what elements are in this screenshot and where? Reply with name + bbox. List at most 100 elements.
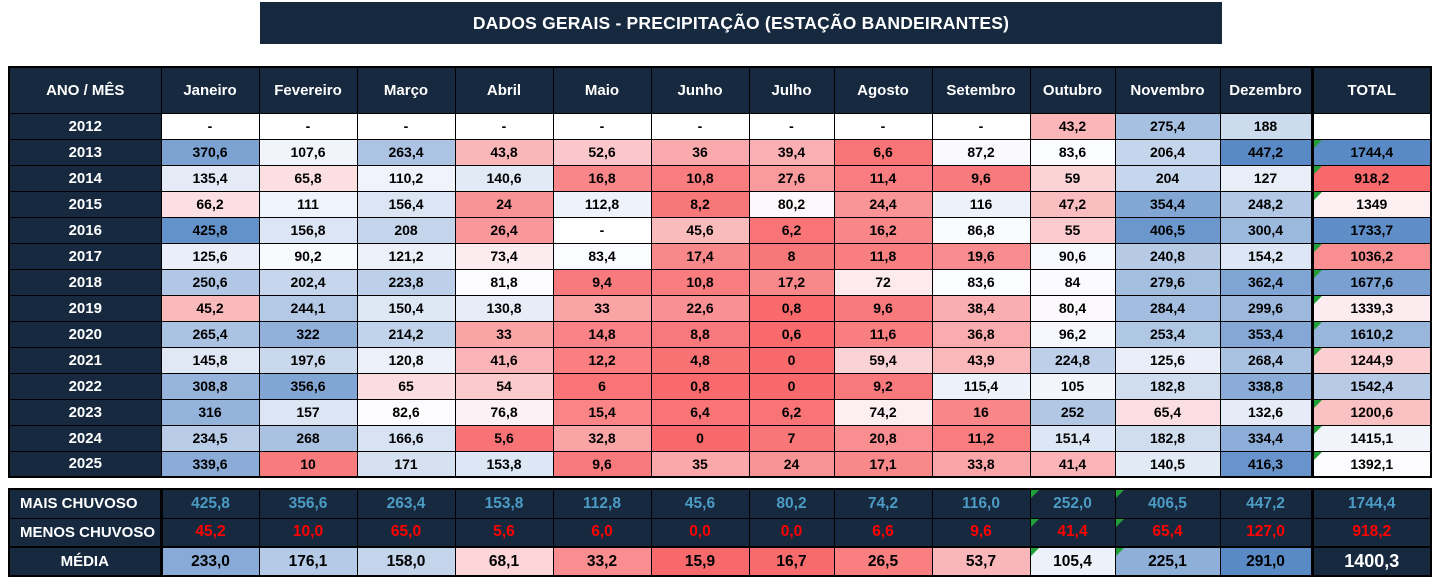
cell-2015-janeiro[interactable]: 66,2	[160, 190, 260, 218]
cell-2021-maio[interactable]: 12,2	[552, 346, 652, 374]
summary-label-menos-chuvoso[interactable]: MENOS CHUVOSO	[8, 517, 162, 548]
summary-media-janeiro[interactable]: 233,0	[159, 546, 260, 577]
cell-2018-fevereiro[interactable]: 202,4	[258, 268, 358, 296]
cell-2025-outubro[interactable]: 41,4	[1029, 450, 1116, 478]
cell-2022-junho[interactable]: 0,8	[650, 372, 750, 400]
cell-2013-fevereiro[interactable]: 107,6	[258, 138, 358, 166]
summary-mais-chuvoso-novembro[interactable]: 406,5	[1114, 488, 1221, 519]
cell-2019-agosto[interactable]: 9,6	[833, 294, 933, 322]
col-header-janeiro[interactable]: Janeiro	[160, 66, 260, 114]
cell-2017-dezembro[interactable]: 154,2	[1219, 242, 1313, 270]
cell-2017-maio[interactable]: 83,4	[552, 242, 652, 270]
summary-label-media[interactable]: MÉDIA	[8, 546, 162, 577]
cell-2025-marco[interactable]: 171	[356, 450, 456, 478]
cell-2017-outubro[interactable]: 90,6	[1029, 242, 1116, 270]
cell-2025-julho[interactable]: 24	[748, 450, 835, 478]
summary-media-fevereiro[interactable]: 176,1	[258, 546, 358, 577]
cell-2019-total[interactable]: 1339,3	[1310, 294, 1432, 322]
summary-media-marco[interactable]: 158,0	[356, 546, 456, 577]
row-label-2012[interactable]: 2012	[8, 112, 162, 140]
cell-2014-janeiro[interactable]: 135,4	[160, 164, 260, 192]
row-label-2018[interactable]: 2018	[8, 268, 162, 296]
cell-2021-total[interactable]: 1244,9	[1310, 346, 1432, 374]
cell-2021-janeiro[interactable]: 145,8	[160, 346, 260, 374]
cell-2023-outubro[interactable]: 252	[1029, 398, 1116, 426]
cell-2024-novembro[interactable]: 182,8	[1114, 424, 1221, 452]
row-label-2015[interactable]: 2015	[8, 190, 162, 218]
cell-2012-julho[interactable]: -	[748, 112, 835, 140]
summary-menos-chuvoso-abril[interactable]: 5,6	[454, 517, 554, 548]
cell-2024-junho[interactable]: 0	[650, 424, 750, 452]
cell-2020-novembro[interactable]: 253,4	[1114, 320, 1221, 348]
cell-2017-abril[interactable]: 73,4	[454, 242, 554, 270]
cell-2019-fevereiro[interactable]: 244,1	[258, 294, 358, 322]
cell-2023-fevereiro[interactable]: 157	[258, 398, 358, 426]
cell-2013-maio[interactable]: 52,6	[552, 138, 652, 166]
cell-2013-agosto[interactable]: 6,6	[833, 138, 933, 166]
cell-2021-dezembro[interactable]: 268,4	[1219, 346, 1313, 374]
summary-mais-chuvoso-marco[interactable]: 263,4	[356, 488, 456, 519]
summary-menos-chuvoso-total[interactable]: 918,2	[1310, 517, 1432, 548]
cell-2015-maio[interactable]: 112,8	[552, 190, 652, 218]
cell-2016-janeiro[interactable]: 425,8	[160, 216, 260, 244]
cell-2024-agosto[interactable]: 20,8	[833, 424, 933, 452]
cell-2019-abril[interactable]: 130,8	[454, 294, 554, 322]
cell-2012-janeiro[interactable]: -	[160, 112, 260, 140]
cell-2016-junho[interactable]: 45,6	[650, 216, 750, 244]
summary-menos-chuvoso-outubro[interactable]: 41,4	[1029, 517, 1116, 548]
cell-2022-total[interactable]: 1542,4	[1310, 372, 1432, 400]
cell-2016-dezembro[interactable]: 300,4	[1219, 216, 1313, 244]
cell-2017-fevereiro[interactable]: 90,2	[258, 242, 358, 270]
cell-2020-julho[interactable]: 0,6	[748, 320, 835, 348]
cell-2025-janeiro[interactable]: 339,6	[160, 450, 260, 478]
cell-2019-marco[interactable]: 150,4	[356, 294, 456, 322]
cell-2019-outubro[interactable]: 80,4	[1029, 294, 1116, 322]
cell-2019-setembro[interactable]: 38,4	[931, 294, 1031, 322]
cell-2014-setembro[interactable]: 9,6	[931, 164, 1031, 192]
col-header-julho[interactable]: Julho	[748, 66, 835, 114]
cell-2020-dezembro[interactable]: 353,4	[1219, 320, 1313, 348]
cell-2018-janeiro[interactable]: 250,6	[160, 268, 260, 296]
summary-media-novembro[interactable]: 225,1	[1114, 546, 1221, 577]
cell-2014-junho[interactable]: 10,8	[650, 164, 750, 192]
cell-2022-maio[interactable]: 6	[552, 372, 652, 400]
cell-2012-setembro[interactable]: -	[931, 112, 1031, 140]
cell-2024-setembro[interactable]: 11,2	[931, 424, 1031, 452]
cell-2021-abril[interactable]: 41,6	[454, 346, 554, 374]
cell-2017-janeiro[interactable]: 125,6	[160, 242, 260, 270]
cell-2024-maio[interactable]: 32,8	[552, 424, 652, 452]
cell-2012-dezembro[interactable]: 188	[1219, 112, 1313, 140]
cell-2017-junho[interactable]: 17,4	[650, 242, 750, 270]
cell-2018-novembro[interactable]: 279,6	[1114, 268, 1221, 296]
row-label-2019[interactable]: 2019	[8, 294, 162, 322]
cell-2012-maio[interactable]: -	[552, 112, 652, 140]
cell-2013-outubro[interactable]: 83,6	[1029, 138, 1116, 166]
cell-2012-abril[interactable]: -	[454, 112, 554, 140]
summary-menos-chuvoso-julho[interactable]: 0,0	[748, 517, 835, 548]
col-header-setembro[interactable]: Setembro	[931, 66, 1031, 114]
col-header-total[interactable]: TOTAL	[1310, 66, 1432, 114]
cell-2019-julho[interactable]: 0,8	[748, 294, 835, 322]
cell-2018-marco[interactable]: 223,8	[356, 268, 456, 296]
cell-2023-novembro[interactable]: 65,4	[1114, 398, 1221, 426]
cell-2012-marco[interactable]: -	[356, 112, 456, 140]
cell-2015-junho[interactable]: 8,2	[650, 190, 750, 218]
cell-2024-dezembro[interactable]: 334,4	[1219, 424, 1313, 452]
cell-2013-junho[interactable]: 36	[650, 138, 750, 166]
cell-2016-abril[interactable]: 26,4	[454, 216, 554, 244]
col-header-agosto[interactable]: Agosto	[833, 66, 933, 114]
cell-2025-maio[interactable]: 9,6	[552, 450, 652, 478]
summary-mais-chuvoso-agosto[interactable]: 74,2	[833, 488, 933, 519]
cell-2025-total[interactable]: 1392,1	[1310, 450, 1432, 478]
cell-2014-outubro[interactable]: 59	[1029, 164, 1116, 192]
row-label-2017[interactable]: 2017	[8, 242, 162, 270]
cell-2023-abril[interactable]: 76,8	[454, 398, 554, 426]
cell-2016-total[interactable]: 1733,7	[1310, 216, 1432, 244]
cell-2016-novembro[interactable]: 406,5	[1114, 216, 1221, 244]
cell-2024-fevereiro[interactable]: 268	[258, 424, 358, 452]
cell-2012-total[interactable]	[1310, 112, 1432, 140]
cell-2016-julho[interactable]: 6,2	[748, 216, 835, 244]
cell-2020-junho[interactable]: 8,8	[650, 320, 750, 348]
summary-mais-chuvoso-abril[interactable]: 153,8	[454, 488, 554, 519]
cell-2020-abril[interactable]: 33	[454, 320, 554, 348]
